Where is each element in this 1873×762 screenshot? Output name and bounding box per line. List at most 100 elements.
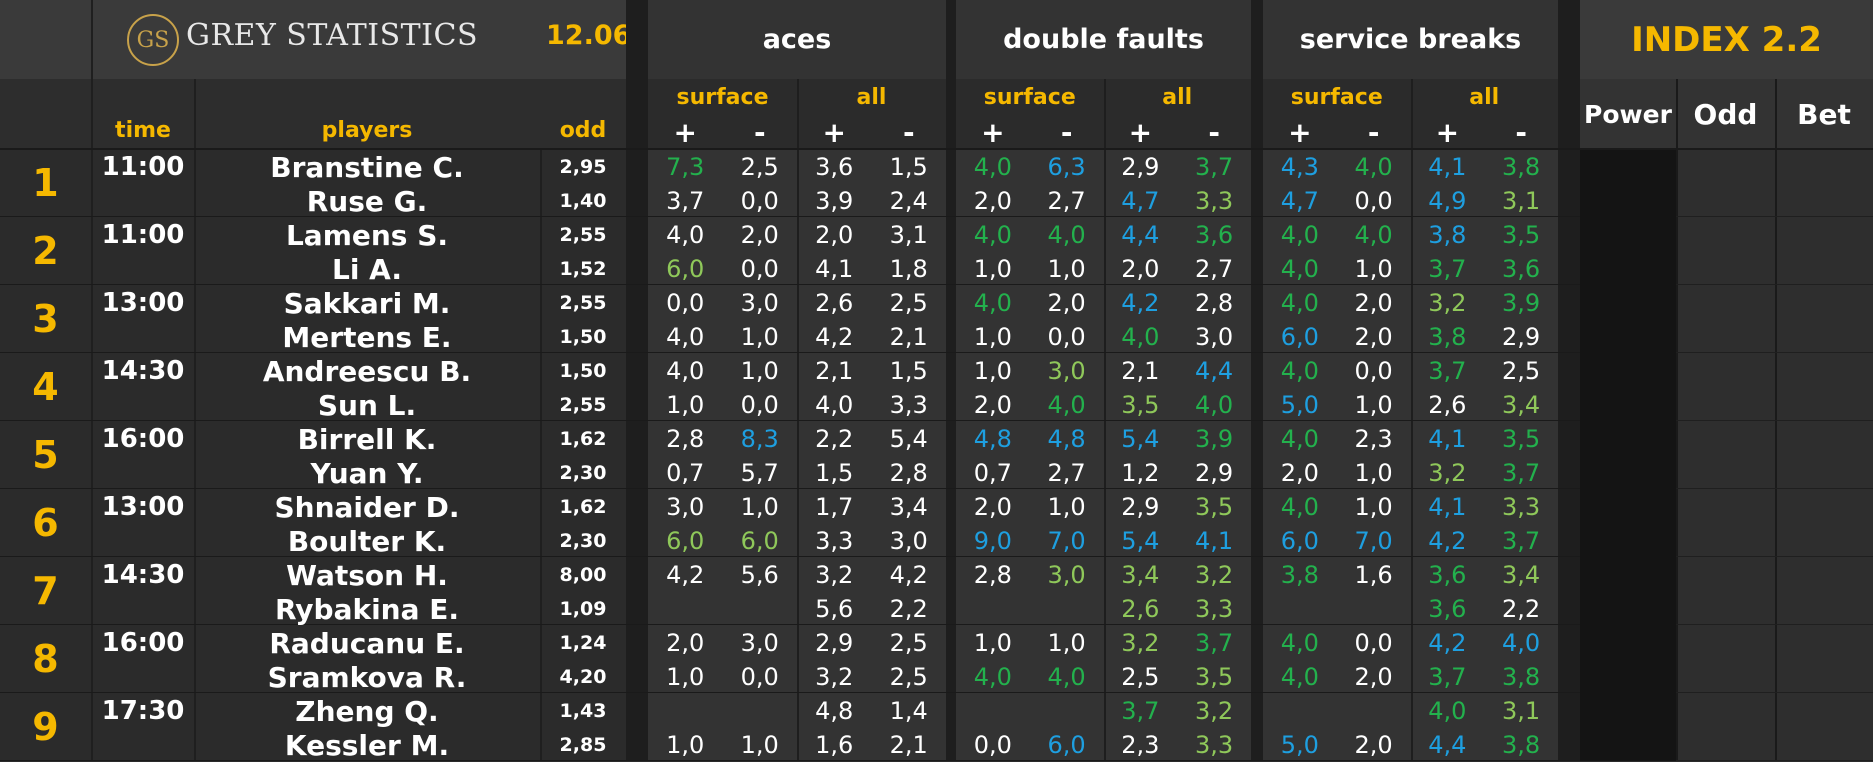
aces-value-cell: 3,7 <box>666 187 705 215</box>
service-breaks-value-cell: 2,3 <box>1354 425 1393 453</box>
match-number: 4 <box>32 365 59 409</box>
double-faults-value-cell: 1,0 <box>1047 255 1086 283</box>
service-breaks-value-cell: 3,6 <box>1502 255 1541 283</box>
row-separator <box>0 555 1580 557</box>
service-breaks-value-cell: 4,1 <box>1428 153 1467 181</box>
double-faults-value-cell: 3,2 <box>1195 697 1234 725</box>
service-breaks-value-cell: 4,1 <box>1428 425 1467 453</box>
service-breaks-value-cell: 3,8 <box>1280 561 1319 589</box>
double-faults-value-cell: 5,4 <box>1121 425 1160 453</box>
player-name: Rybakina E. <box>274 592 460 626</box>
player-name: Sun L. <box>317 388 417 422</box>
service-breaks-value-cell: 3,7 <box>1428 357 1467 385</box>
aces-value-cell: 4,0 <box>666 357 705 385</box>
aces-value-cell: 2,5 <box>740 153 779 181</box>
double-faults-value-cell: 6,3 <box>1047 153 1086 181</box>
gutter-1 <box>946 0 956 761</box>
service-breaks-value-cell <box>1263 694 1337 728</box>
header-left-bg <box>0 0 626 79</box>
index-row-separator <box>1676 419 1873 421</box>
double-faults-value-cell: 2,0 <box>1121 255 1160 283</box>
left-divider-0 <box>91 0 93 761</box>
service-breaks-value-cell: 3,7 <box>1502 527 1541 555</box>
double-faults-value-cell: 2,9 <box>1121 493 1160 521</box>
aces-value-cell: 5,6 <box>815 595 854 623</box>
player-name: Boulter K. <box>287 524 447 558</box>
player-odd: 2,30 <box>559 462 607 484</box>
double-faults-value-cell: 2,5 <box>1121 663 1160 691</box>
aces-value-cell <box>723 694 798 728</box>
service-breaks-value-cell: 4,0 <box>1280 255 1319 283</box>
player-odd: 2,55 <box>559 394 607 416</box>
service-breaks-value-cell: 4,0 <box>1354 153 1393 181</box>
aces-value-cell: 4,0 <box>666 221 705 249</box>
double-faults-value-cell <box>1030 694 1104 728</box>
aces-plus-sign: + <box>822 115 846 149</box>
aces-value-cell: 1,0 <box>740 357 779 385</box>
service-breaks-value-cell: 4,0 <box>1354 221 1393 249</box>
service-breaks-value-cell: 2,2 <box>1502 595 1541 623</box>
service-breaks-plus-sign: + <box>1435 115 1460 149</box>
row-separator <box>0 759 1580 761</box>
player-odd: 1,43 <box>559 700 607 722</box>
aces-value-cell: 0,0 <box>740 391 779 419</box>
aces-value-cell: 3,0 <box>740 289 779 317</box>
aces-value-cell: 2,0 <box>740 221 779 249</box>
aces-value-cell: 4,2 <box>889 561 928 589</box>
match-time: 17:30 <box>101 696 185 726</box>
service-breaks-title: service breaks <box>1299 23 1522 55</box>
aces-value-cell: 1,8 <box>889 255 928 283</box>
double-faults-value-cell: 1,2 <box>1121 459 1160 487</box>
player-odd: 1,62 <box>559 496 607 518</box>
aces-value-cell: 2,5 <box>889 629 928 657</box>
logo-mark-text: GS <box>136 27 170 53</box>
double-faults-title: double faults <box>1003 23 1204 55</box>
match-number: 9 <box>32 705 59 749</box>
service-breaks-value-cell: 2,0 <box>1354 323 1393 351</box>
match-time: 14:30 <box>101 356 185 386</box>
player-name: Birrell K. <box>297 422 437 456</box>
service-breaks-value-cell: 3,7 <box>1502 459 1541 487</box>
double-faults-value-cell: 1,0 <box>973 323 1012 351</box>
double-faults-value-cell: 2,9 <box>1121 153 1160 181</box>
double-faults-value-cell: 4,4 <box>1121 221 1160 249</box>
double-faults-value-cell: 0,0 <box>1047 323 1086 351</box>
aces-value-cell: 4,0 <box>815 391 854 419</box>
double-faults-value-cell: 3,6 <box>1195 221 1234 249</box>
service-breaks-value-cell: 1,6 <box>1354 561 1393 589</box>
double-faults-plus-sign: + <box>981 115 1005 149</box>
header-bottom-line <box>0 148 1873 150</box>
aces-title: aces <box>762 23 832 55</box>
row-separator <box>0 215 1580 217</box>
player-name: Ruse G. <box>306 184 428 218</box>
player-name: Watson H. <box>286 558 448 592</box>
player-odd: 1,62 <box>559 428 607 450</box>
aces-value-cell: 1,4 <box>889 697 928 725</box>
match-number: 6 <box>32 501 59 545</box>
double-faults-value-cell: 4,0 <box>1047 663 1086 691</box>
player-name: Mertens E. <box>282 320 452 354</box>
aces-value-cell: 2,1 <box>889 731 928 759</box>
aces-value-cell: 0,0 <box>740 663 779 691</box>
player-name: Zheng Q. <box>295 694 439 728</box>
aces-value-cell: 1,6 <box>815 731 854 759</box>
aces-value-cell: 2,4 <box>889 187 928 215</box>
index-row-separator <box>1676 623 1873 625</box>
service-breaks-value-cell: 4,2 <box>1428 629 1467 657</box>
aces-value-cell <box>648 694 723 728</box>
double-faults-value-cell: 2,7 <box>1047 187 1086 215</box>
service-breaks-value-cell: 6,0 <box>1280 323 1319 351</box>
match-number: 2 <box>32 229 59 273</box>
aces-value-cell: 3,2 <box>815 561 854 589</box>
double-faults-value-cell: 2,0 <box>973 493 1012 521</box>
double-faults-minus-sign: - <box>1060 115 1073 149</box>
double-faults-value-cell: 1,0 <box>973 255 1012 283</box>
match-number: 5 <box>32 433 59 477</box>
double-faults-value-cell: 4,4 <box>1195 357 1234 385</box>
double-faults-value-cell: 9,0 <box>973 527 1012 555</box>
match-time: 11:00 <box>101 220 185 250</box>
double-faults-value-cell: 3,0 <box>1195 323 1234 351</box>
match-time: 13:00 <box>101 492 185 522</box>
service-breaks-value-cell: 3,1 <box>1502 697 1541 725</box>
double-faults-value-cell: 3,5 <box>1121 391 1160 419</box>
